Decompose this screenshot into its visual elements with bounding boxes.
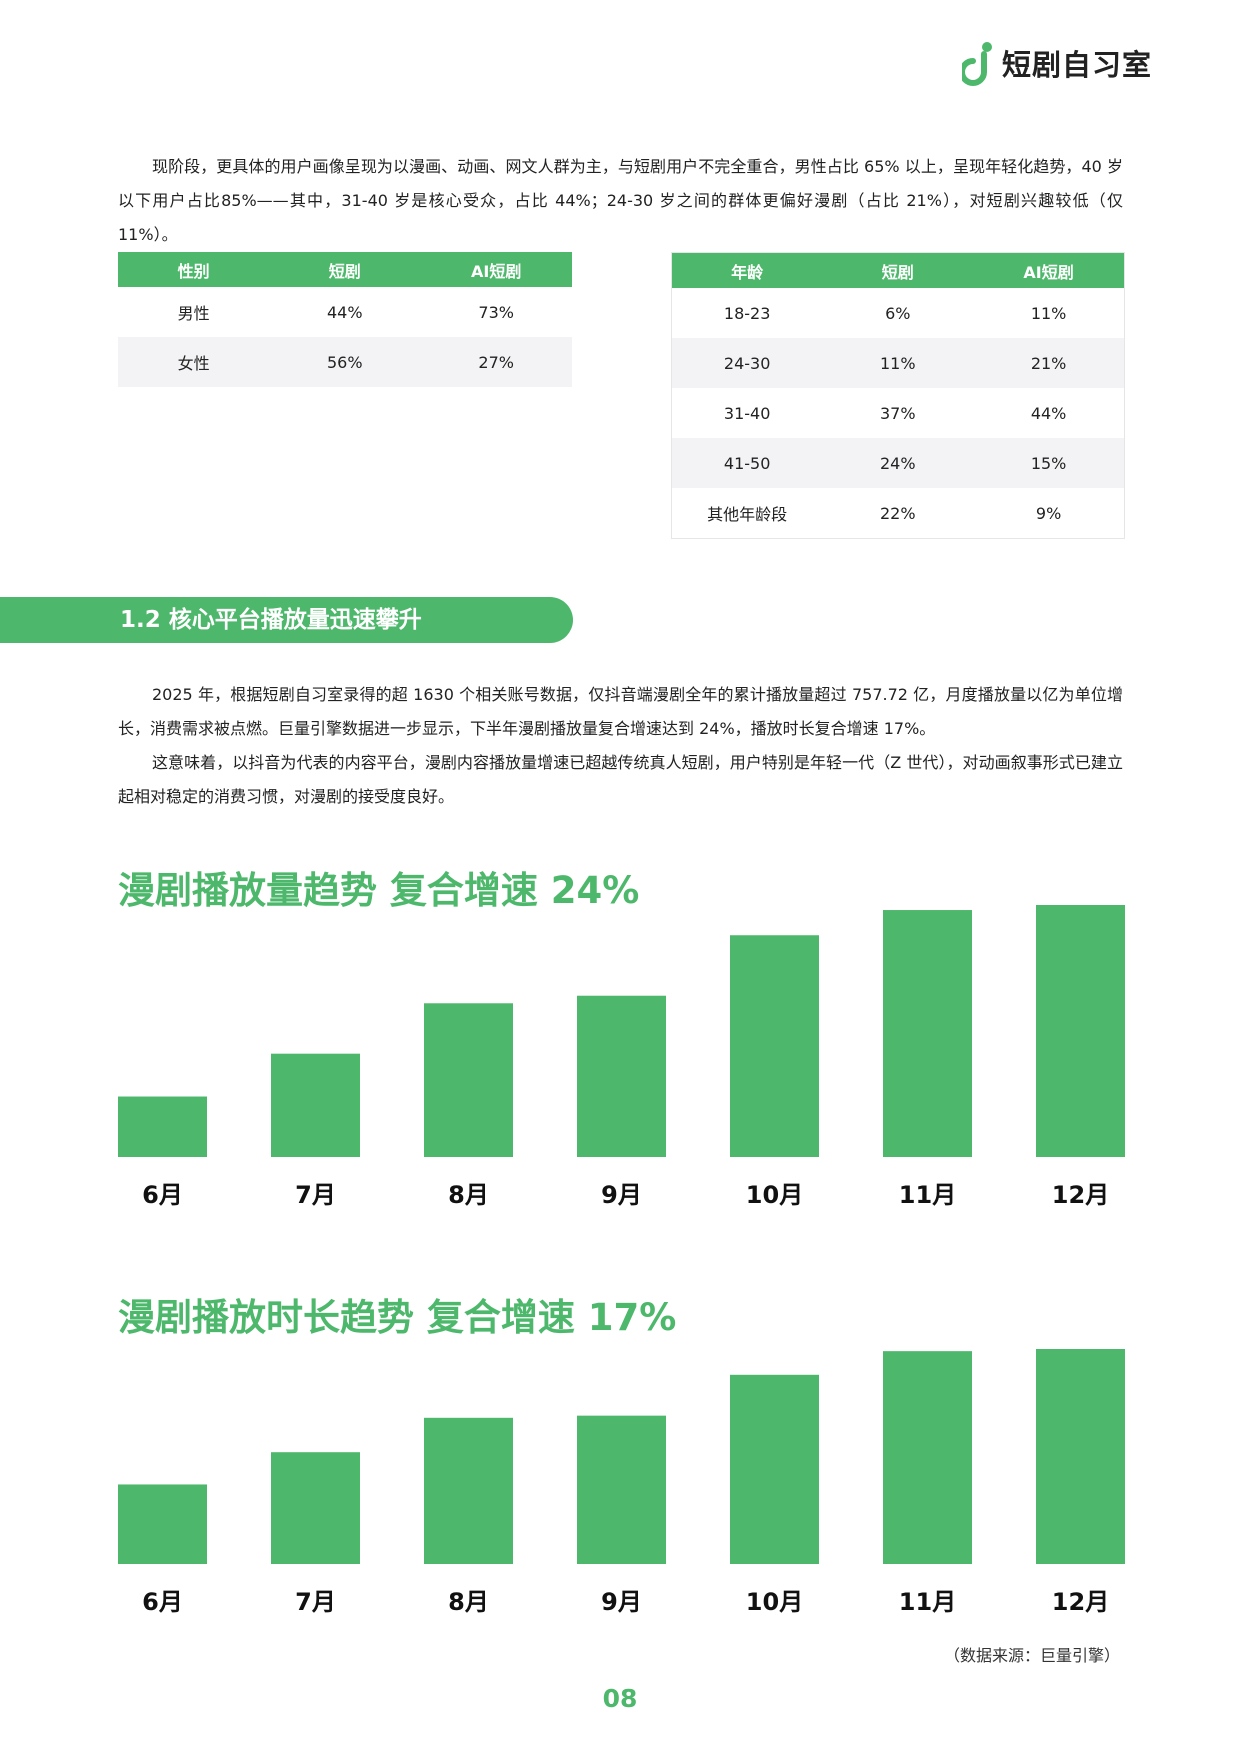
table-cell: 18-23: [671, 288, 823, 338]
x-tick-label: 10月: [746, 1181, 803, 1209]
x-tick-label: 6月: [142, 1588, 183, 1616]
chart-title: 漫剧播放量趋势 复合增速 24%: [118, 869, 640, 912]
table-cell: 73%: [420, 287, 572, 337]
table-row: 女性 56% 27%: [118, 337, 572, 387]
bar-11月: [883, 1351, 972, 1564]
table-cell: 31-40: [671, 388, 823, 438]
intro-paragraph: 现阶段，更具体的用户画像呈现为以漫画、动画、网文人群为主，与短剧用户不完全重合，…: [118, 157, 1123, 244]
table-cell: 27%: [420, 337, 572, 387]
table-row: 18-23 6% 11%: [671, 288, 1125, 338]
chart-title: 漫剧播放时长趋势 复合增速 17%: [118, 1296, 677, 1339]
bar-7月: [271, 1053, 360, 1157]
bar-12月: [1036, 1349, 1125, 1564]
x-tick-label: 9月: [601, 1181, 642, 1209]
data-source-note: （数据来源：巨量引擎）: [943, 1646, 1120, 1665]
table-cell: 41-50: [671, 438, 823, 488]
table-row: 其他年龄段 22% 9%: [671, 488, 1125, 539]
age-table: 年龄 短剧 AI短剧 18-23 6% 11% 24-30 11% 21% 31…: [671, 252, 1125, 539]
body-paragraph: 2025 年，根据短剧自习室录得的超 1630 个相关账号数据，仅抖音端漫剧全年…: [118, 685, 1123, 738]
bar-7月: [271, 1452, 360, 1564]
bar-6月: [118, 1484, 207, 1564]
table-row: 24-30 11% 21%: [671, 338, 1125, 388]
bar-12月: [1036, 905, 1125, 1157]
logo-icon: [962, 42, 992, 86]
table-cell: 22%: [822, 488, 974, 539]
table-row: 41-50 24% 15%: [671, 438, 1125, 488]
table-header-row: 年龄 短剧 AI短剧: [671, 252, 1125, 288]
x-tick-label: 7月: [295, 1588, 336, 1616]
section-heading: 1.2 核心平台播放量迅速攀升: [0, 597, 573, 643]
bar-9月: [577, 1415, 666, 1564]
table-cell: 37%: [822, 388, 974, 438]
bar-6月: [118, 1096, 207, 1157]
table-cell: 24%: [822, 438, 974, 488]
intro-text: 现阶段，更具体的用户画像呈现为以漫画、动画、网文人群为主，与短剧用户不完全重合，…: [118, 150, 1123, 252]
bar-8月: [424, 1417, 513, 1564]
table-cell: 6%: [822, 288, 974, 338]
table-cell: 44%: [973, 388, 1125, 438]
table-row: 男性 44% 73%: [118, 287, 572, 337]
table-header-cell: 年龄: [671, 252, 823, 288]
bar-8月: [424, 1003, 513, 1157]
body-text: 2025 年，根据短剧自习室录得的超 1630 个相关账号数据，仅抖音端漫剧全年…: [118, 678, 1123, 814]
table-cell: 其他年龄段: [671, 488, 823, 539]
table-header-cell: 性别: [118, 252, 270, 287]
x-tick-label: 6月: [142, 1181, 183, 1209]
table-header-row: 性别 短剧 AI短剧: [118, 252, 572, 287]
page-number: 08: [602, 1684, 638, 1713]
table-header-cell: AI短剧: [420, 252, 572, 287]
table-cell: 11%: [822, 338, 974, 388]
gender-table: 性别 短剧 AI短剧 男性 44% 73% 女性 56% 27%: [118, 252, 572, 387]
table-cell: 24-30: [671, 338, 823, 388]
table-cell: 21%: [973, 338, 1125, 388]
table-cell: 9%: [973, 488, 1125, 539]
table-cell: 男性: [118, 287, 270, 337]
bar-11月: [883, 910, 972, 1157]
bar-10月: [730, 935, 819, 1157]
table-header-cell: 短剧: [822, 252, 974, 288]
table-header-cell: 短剧: [269, 252, 421, 287]
x-tick-label: 8月: [448, 1588, 489, 1616]
table-cell: 15%: [973, 438, 1125, 488]
table-cell: 女性: [118, 337, 270, 387]
table-cell: 56%: [269, 337, 421, 387]
bar-9月: [577, 995, 666, 1157]
x-tick-label: 8月: [448, 1181, 489, 1209]
brand-logo: 短剧自习室: [962, 40, 1152, 86]
x-tick-label: 11月: [899, 1181, 956, 1209]
table-header-cell: AI短剧: [973, 252, 1125, 288]
plays-bar-chart: 6月 7月 8月 9月 10月 11月 12月: [118, 905, 1125, 1209]
table-row: 31-40 37% 44%: [671, 388, 1125, 438]
body-paragraph: 这意味着，以抖音为代表的内容平台，漫剧内容播放量增速已超越传统真人短剧，用户特别…: [118, 753, 1123, 806]
x-tick-label: 11月: [899, 1588, 956, 1616]
table-cell: 44%: [269, 287, 421, 337]
x-tick-label: 12月: [1052, 1588, 1109, 1616]
x-tick-label: 10月: [746, 1588, 803, 1616]
table-cell: 11%: [973, 288, 1125, 338]
watch-time-bar-chart: 6月 7月 8月 9月 10月 11月 12月: [118, 1349, 1125, 1616]
logo-text: 短剧自习室: [1002, 48, 1153, 82]
x-tick-label: 7月: [295, 1181, 336, 1209]
x-tick-label: 12月: [1052, 1181, 1109, 1209]
bar-10月: [730, 1374, 819, 1564]
x-tick-label: 9月: [601, 1588, 642, 1616]
